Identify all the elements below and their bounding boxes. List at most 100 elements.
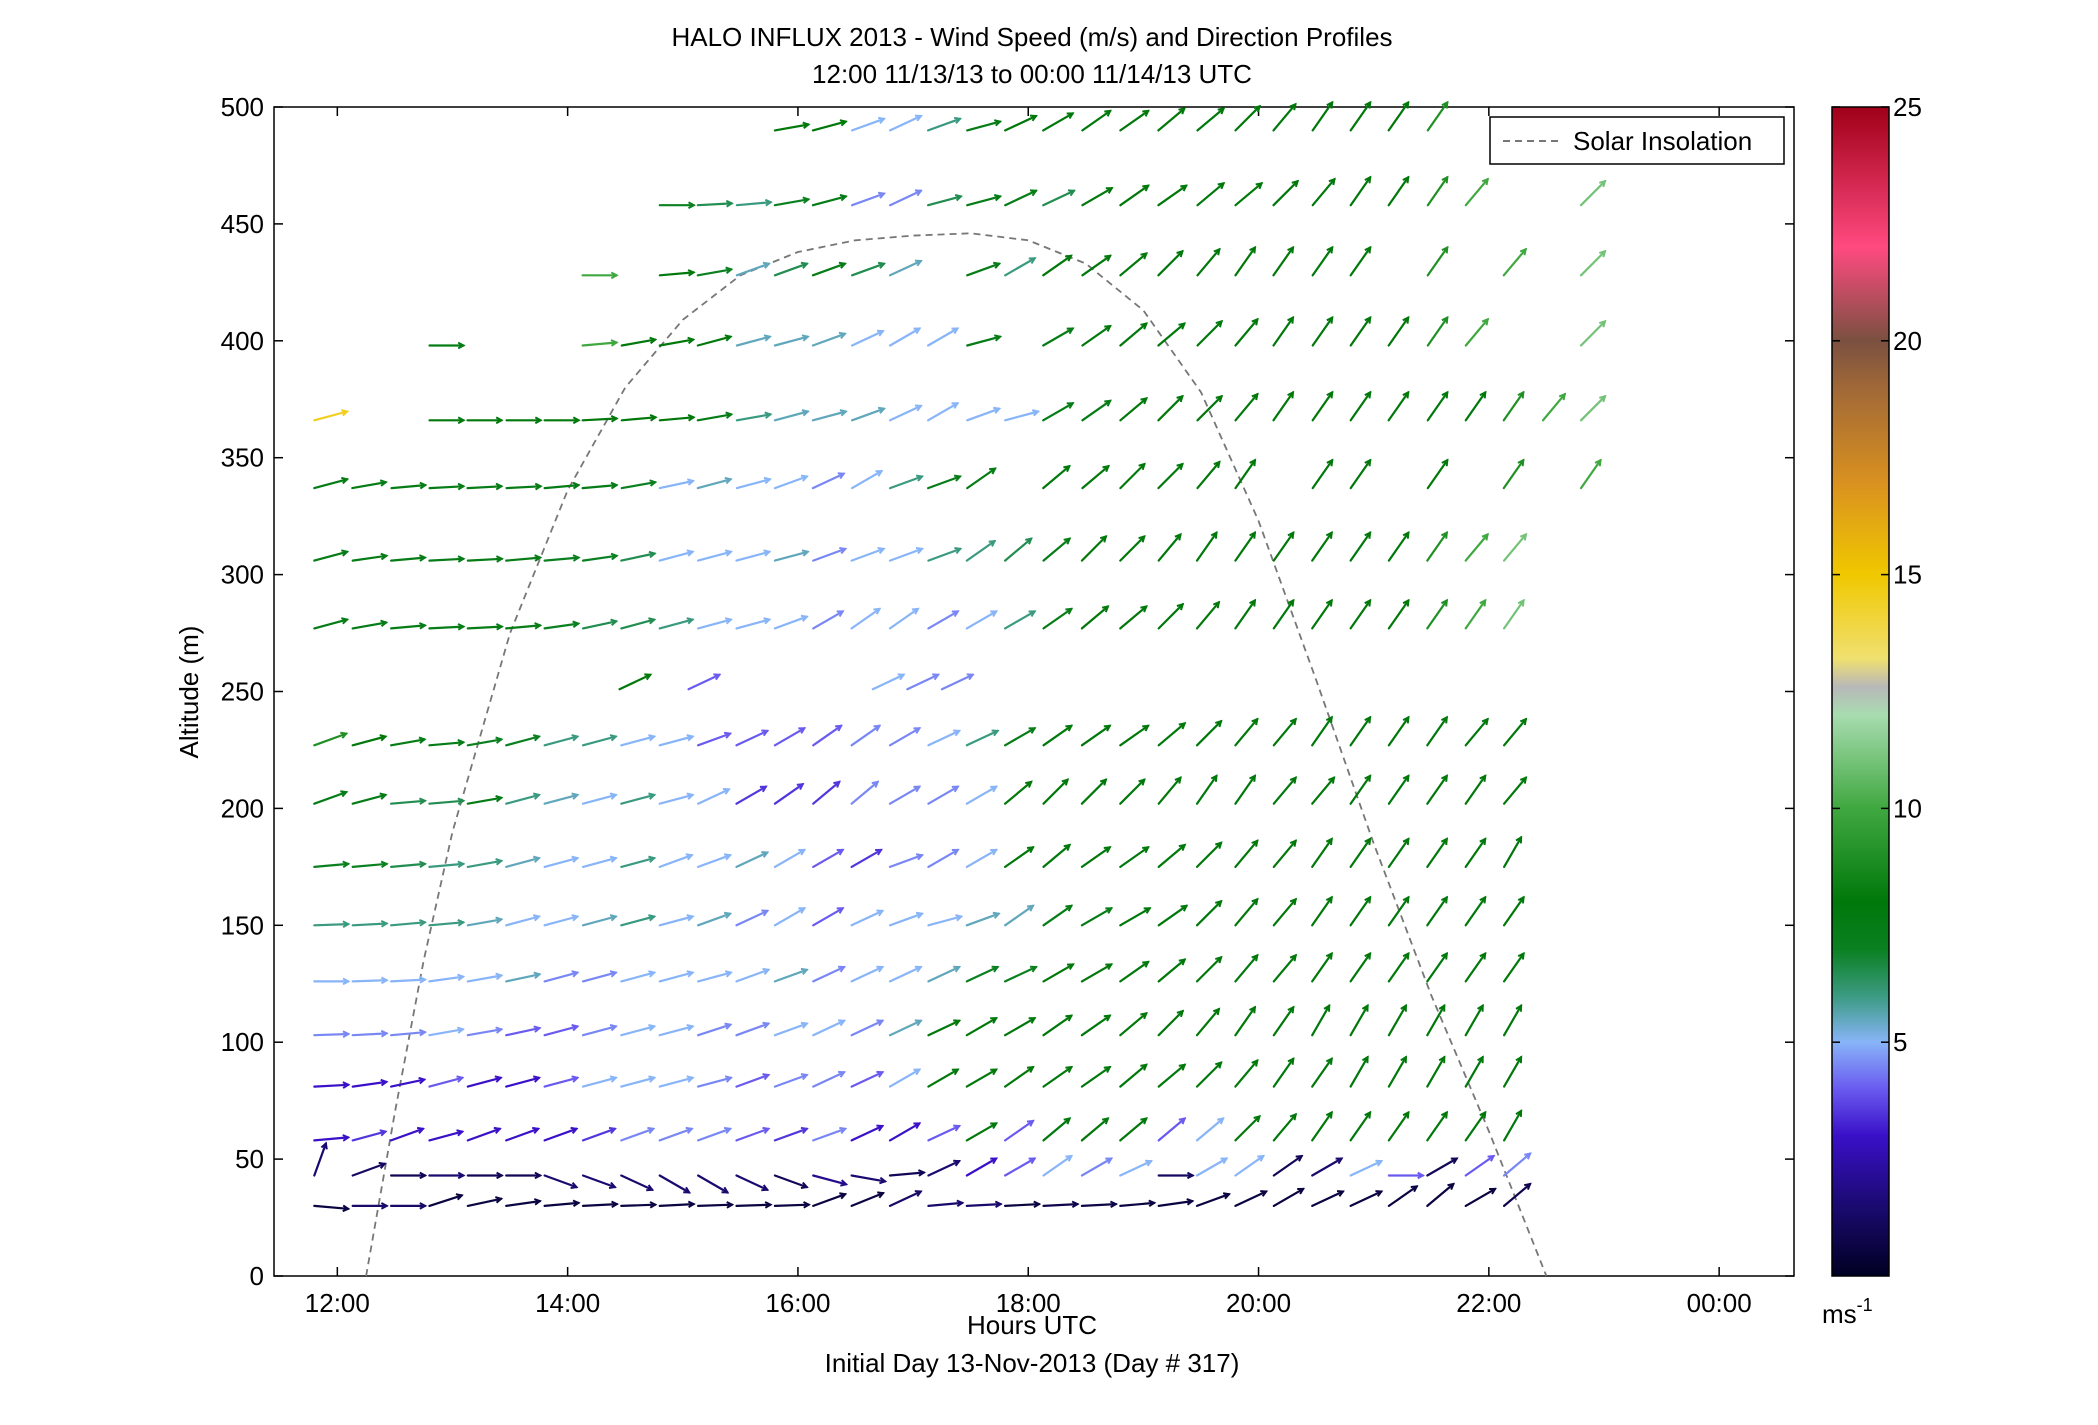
wind-arrow-head	[873, 724, 882, 732]
wind-arrow-head	[1176, 394, 1184, 403]
wind-arrow-head	[839, 1126, 848, 1134]
wind-arrow-shaft	[658, 338, 695, 347]
wind-arrow	[1157, 1063, 1187, 1088]
y-tick-label: 300	[221, 560, 264, 590]
wind-arrow	[505, 1075, 541, 1088]
wind-arrow-head	[1515, 1109, 1523, 1117]
wind-arrow-head	[1440, 1110, 1448, 1119]
wind-arrow-shaft	[735, 201, 772, 207]
wind-arrow-shaft	[850, 262, 886, 277]
wind-arrow-shaft	[1426, 1056, 1446, 1088]
wind-arrow	[1042, 537, 1072, 562]
wind-arrow-head	[1364, 315, 1372, 324]
wind-arrow	[1080, 778, 1108, 805]
wind-arrow	[773, 1201, 811, 1209]
wind-arrow-head	[1101, 605, 1110, 613]
wind-arrow-head	[647, 1126, 656, 1134]
wind-arrow-head	[1479, 895, 1487, 904]
wind-arrow-shaft	[735, 729, 769, 747]
wind-arrow	[1195, 1117, 1225, 1142]
wind-arrow-shaft	[390, 1078, 426, 1088]
wind-arrow	[1502, 1182, 1532, 1208]
wind-arrow-head	[1213, 460, 1221, 469]
wind-arrow	[1003, 610, 1037, 630]
wind-arrow-shaft	[696, 1174, 729, 1194]
wind-arrow-head	[419, 797, 427, 805]
wind-arrow-shaft	[965, 1122, 998, 1142]
wind-arrow-shaft	[1195, 1193, 1231, 1208]
wind-arrow-head	[1479, 837, 1487, 846]
wind-arrow-head	[572, 1199, 581, 1208]
wind-arrow-shaft	[735, 478, 771, 490]
wind-arrow-head	[1103, 724, 1112, 732]
wind-arrow-head	[1326, 245, 1334, 254]
wind-arrow-shaft	[773, 848, 806, 869]
wind-arrow-head	[1441, 390, 1449, 399]
wind-arrow-head	[836, 848, 845, 856]
wind-arrow	[1119, 1063, 1148, 1088]
wind-arrow-shaft	[313, 1142, 327, 1177]
wind-arrow-head	[1145, 1159, 1154, 1167]
plot-area	[273, 106, 1795, 1277]
wind-arrow	[428, 918, 466, 927]
wind-arrow	[543, 1024, 580, 1037]
wind-arrow-head	[1210, 530, 1218, 539]
wind-arrow-shaft	[926, 117, 962, 132]
wind-arrow-shaft	[1311, 1157, 1343, 1177]
wind-arrow-head	[1104, 399, 1112, 407]
wind-arrow-shaft	[1234, 1006, 1257, 1037]
wind-arrow-head	[1287, 1057, 1295, 1065]
wind-arrow	[505, 1171, 543, 1180]
wind-arrow-head	[803, 1201, 811, 1209]
wind-arrow-head	[571, 734, 580, 742]
wind-arrow-head	[725, 411, 734, 419]
wind-arrow-head	[1212, 600, 1221, 609]
wind-arrow-head	[609, 1075, 618, 1083]
wind-arrow	[1119, 1011, 1148, 1037]
wind-arrow-head	[1103, 1014, 1112, 1022]
wind-arrow-shaft	[696, 1127, 732, 1142]
wind-arrow-head	[1364, 715, 1372, 724]
wind-arrow-shaft	[1157, 1199, 1194, 1208]
wind-arrow-shaft	[1311, 531, 1333, 562]
wind-arrow-shaft	[965, 610, 998, 630]
wind-arrow	[926, 402, 960, 422]
wind-arrow-head	[648, 914, 657, 922]
wind-arrow-head	[1178, 322, 1187, 330]
wind-arrow-shaft	[966, 335, 1002, 347]
wind-arrow	[1272, 102, 1297, 132]
wind-arrow	[735, 476, 772, 490]
wind-arrow-head	[836, 907, 845, 914]
wind-arrow	[1426, 1003, 1446, 1037]
wind-arrow	[1349, 390, 1372, 422]
chart-title: HALO INFLUX 2013 - Wind Speed (m/s) and …	[671, 22, 1392, 52]
wind-arrow-shaft	[966, 407, 1001, 422]
wind-arrow-shaft	[1272, 1154, 1303, 1177]
wind-arrow-shaft	[428, 975, 465, 983]
wind-arrow-shaft	[1081, 109, 1112, 132]
wind-arrow-shaft	[658, 971, 694, 983]
wind-arrow	[1119, 778, 1146, 805]
wind-arrow-head	[1489, 1187, 1497, 1195]
wind-arrow-head	[953, 965, 962, 973]
wind-arrow-head	[610, 552, 619, 561]
colorbar-tick-label: 5	[1893, 1027, 1907, 1057]
wind-arrow-shaft	[773, 615, 808, 630]
wind-arrow	[1502, 1055, 1523, 1088]
wind-arrow	[927, 914, 964, 927]
wind-arrow-head	[761, 851, 770, 858]
wind-arrow-head	[763, 549, 772, 557]
wind-arrow	[466, 623, 504, 631]
wind-arrow-head	[914, 404, 923, 412]
wind-arrow-head	[838, 1019, 847, 1027]
wind-arrow-head	[759, 785, 768, 793]
wind-arrow	[543, 792, 580, 805]
wind-arrow	[1119, 535, 1146, 562]
wind-arrow-shaft	[658, 1174, 691, 1194]
wind-arrow-shaft	[1349, 391, 1372, 422]
wind-arrow-head	[572, 620, 581, 629]
wind-arrow-head	[1215, 899, 1223, 908]
wind-arrow-head	[725, 266, 734, 274]
wind-arrow-shaft	[466, 1028, 503, 1037]
wind-arrow	[888, 1190, 923, 1208]
